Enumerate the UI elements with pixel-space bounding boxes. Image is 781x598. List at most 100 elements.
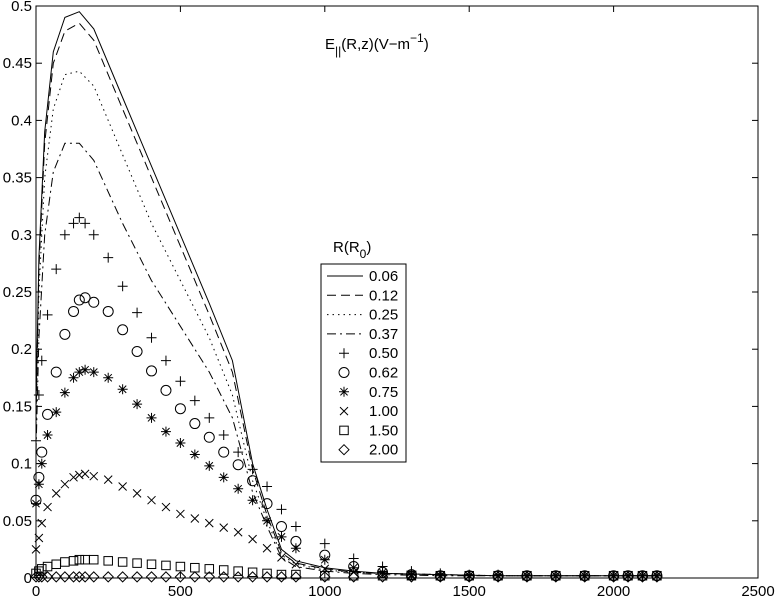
y-tick-label: 0.1 — [11, 456, 32, 473]
plus-marker — [69, 218, 79, 228]
x-tick-label: 2000 — [597, 583, 630, 598]
plus-marker — [80, 218, 90, 228]
diamond-marker — [132, 572, 142, 582]
diamond-marker — [262, 572, 272, 582]
plus-marker — [291, 522, 301, 532]
legend-label: 0.50 — [369, 345, 398, 362]
series-2.00 — [31, 572, 662, 582]
circle-marker — [89, 297, 99, 307]
diamond-marker — [161, 572, 171, 582]
plus-marker — [175, 376, 185, 386]
cross-marker — [52, 489, 60, 497]
legend: 0.06 0.12 0.25 0.37 0.50 0.62 0.75 1.00 1.50 2.00 — [321, 264, 406, 462]
plus-marker — [31, 436, 41, 446]
y-tick-label: 0.05 — [3, 513, 32, 530]
square-marker — [43, 562, 52, 571]
legend-label: 1.00 — [369, 403, 398, 420]
plus-marker — [320, 539, 330, 549]
square-marker — [191, 563, 200, 572]
asterisk-marker — [175, 438, 185, 448]
legend-label: 0.25 — [369, 307, 398, 324]
asterisk-marker — [43, 430, 53, 440]
asterisk-marker — [276, 532, 286, 542]
plus-marker — [74, 213, 84, 223]
asterisk-marker — [161, 427, 171, 437]
circle-marker — [51, 367, 61, 377]
cross-marker — [191, 515, 199, 523]
legend-label: 0.62 — [369, 365, 398, 382]
asterisk-marker — [248, 495, 258, 505]
plus-marker — [204, 413, 214, 423]
cross-marker — [176, 510, 184, 518]
x-tick-label: 0 — [32, 583, 40, 598]
asterisk-marker — [37, 459, 47, 469]
legend-label: 0.12 — [369, 287, 398, 304]
cross-marker — [249, 535, 257, 543]
cross-marker — [133, 489, 141, 497]
plus-marker — [43, 310, 53, 320]
diamond-marker — [103, 572, 113, 582]
legend-label: 0.06 — [369, 268, 398, 285]
legend-title-main: R(R — [333, 239, 360, 256]
x-tick-label: 2500 — [741, 583, 774, 598]
circle-marker — [219, 447, 229, 457]
cross-marker — [119, 482, 127, 490]
diamond-marker — [291, 572, 301, 582]
circle-marker — [69, 306, 79, 316]
cross-marker — [234, 528, 242, 536]
circle-marker — [103, 306, 113, 316]
asterisk-marker — [34, 479, 44, 489]
cross-marker — [90, 472, 98, 480]
plus-marker — [103, 253, 113, 263]
square-marker — [162, 561, 171, 570]
plus-marker — [147, 333, 157, 343]
plus-marker — [190, 396, 200, 406]
cross-marker — [148, 496, 156, 504]
circle-marker — [262, 499, 272, 509]
x-tick-label: 1500 — [453, 583, 486, 598]
legend-title: R(R0) — [333, 239, 371, 261]
cross-marker — [220, 524, 228, 532]
diamond-marker — [190, 572, 200, 582]
asterisk-marker — [118, 384, 128, 394]
diamond-marker — [276, 572, 286, 582]
cross-marker — [61, 480, 69, 488]
square-marker — [147, 560, 156, 569]
series-1.50 — [32, 555, 661, 580]
y-tick-label: 0.15 — [3, 398, 32, 415]
diamond-marker — [118, 572, 128, 582]
cross-marker — [263, 544, 271, 552]
circle-marker — [37, 447, 47, 457]
plus-marker — [161, 356, 171, 366]
square-marker — [176, 562, 185, 571]
asterisk-marker — [339, 387, 349, 397]
circle-marker — [190, 419, 200, 429]
circle-marker — [118, 325, 128, 335]
legend-label: 2.00 — [369, 442, 398, 459]
plus-marker — [219, 430, 229, 440]
x-tick-label: 500 — [168, 583, 193, 598]
asterisk-marker — [103, 373, 113, 383]
circle-marker — [233, 460, 243, 470]
asterisk-marker — [262, 516, 272, 526]
circle-marker — [276, 522, 286, 532]
legend-label: 0.75 — [369, 384, 398, 401]
plus-marker — [262, 481, 272, 491]
diamond-marker — [233, 572, 243, 582]
y-tick-label: 0.5 — [11, 0, 32, 15]
plus-marker — [51, 264, 61, 274]
plus-marker — [34, 390, 44, 400]
square-marker — [234, 567, 243, 576]
circle-marker — [74, 295, 84, 305]
asterisk-marker — [51, 407, 61, 417]
square-marker — [118, 558, 127, 567]
cross-marker — [205, 519, 213, 527]
legend-label: 0.37 — [369, 326, 398, 343]
square-marker — [133, 559, 142, 568]
asterisk-marker — [132, 399, 142, 409]
y-tick-label: 0.4 — [11, 112, 32, 129]
asterisk-marker — [147, 413, 157, 423]
square-marker — [263, 569, 272, 578]
y-tick-label: 0.45 — [3, 55, 32, 72]
